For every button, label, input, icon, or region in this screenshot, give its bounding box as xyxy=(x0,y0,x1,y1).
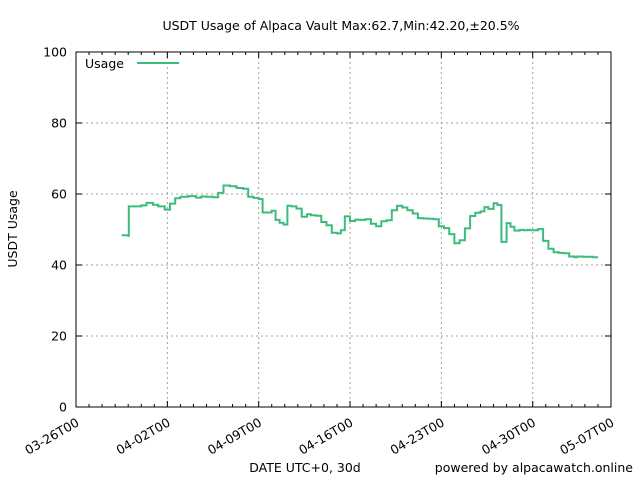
legend: Usage xyxy=(85,56,179,71)
x-tick-label: 04-16T00 xyxy=(296,415,355,458)
y-axis-label: USDT Usage xyxy=(5,190,20,268)
x-tick-label: 04-09T00 xyxy=(205,415,264,458)
chart-title: USDT Usage of Alpaca Vault Max:62.7,Min:… xyxy=(162,18,519,33)
plot-frame xyxy=(75,51,612,408)
y-tick-label: 80 xyxy=(51,116,67,131)
x-tick-label: 04-30T00 xyxy=(479,415,538,458)
x-tick-label: 04-23T00 xyxy=(388,415,447,458)
y-tick-label: 60 xyxy=(51,187,67,202)
y-tick-label: 0 xyxy=(59,400,67,415)
y-tick-label: 100 xyxy=(43,45,67,60)
x-tick-label: 04-02T00 xyxy=(113,415,172,458)
x-axis: 03-26T00 04-02T00 04-09T00 04-16T00 04-23T00… xyxy=(22,52,617,458)
y-axis: 0 20 40 60 80 100 xyxy=(43,45,611,415)
x-axis-label: DATE UTC+0, 30d xyxy=(249,460,361,475)
legend-label: Usage xyxy=(85,56,124,71)
y-tick-label: 20 xyxy=(51,329,67,344)
x-tick-label: 03-26T00 xyxy=(22,415,81,458)
footer-credit: powered by alpacawatch.online xyxy=(435,460,634,475)
y-tick-label: 40 xyxy=(51,258,67,273)
usage-series-line xyxy=(121,184,598,259)
x-tick-label: 05-07T00 xyxy=(557,415,616,458)
series-group xyxy=(121,184,598,259)
grid xyxy=(76,52,611,407)
